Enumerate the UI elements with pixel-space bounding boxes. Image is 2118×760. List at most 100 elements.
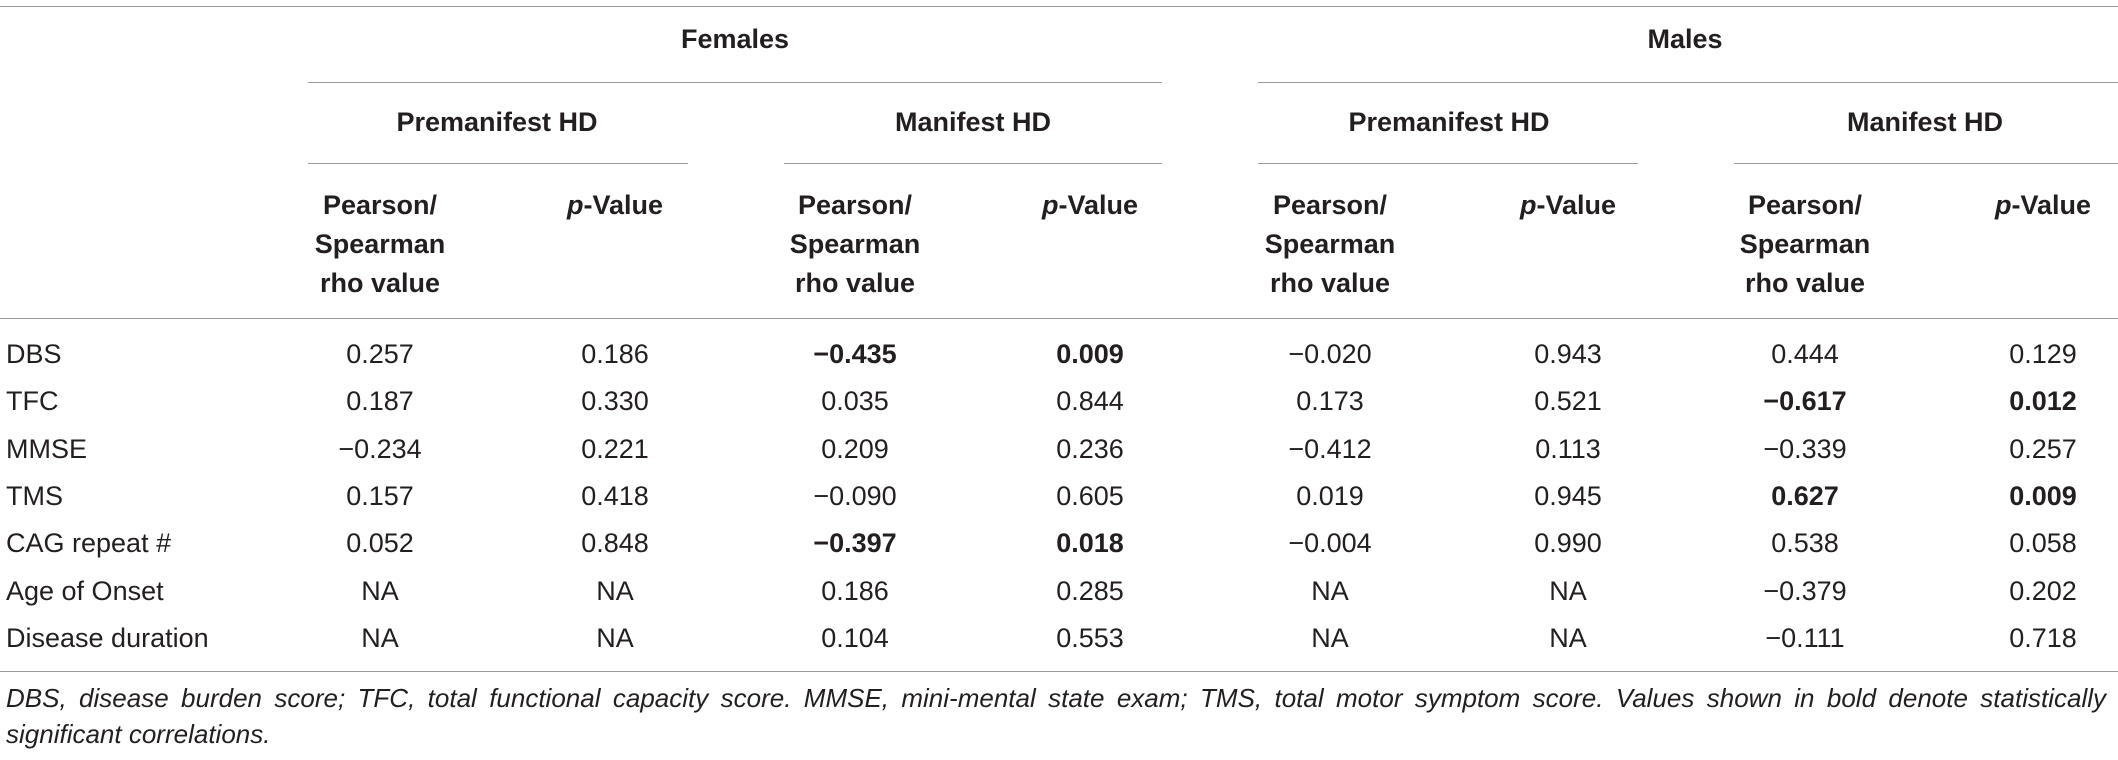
table-cell: NA [1549,623,1587,653]
table-cell: 0.418 [581,481,649,511]
subgroup-rule-males-premanifest [1258,163,1638,164]
rho-line-2: Spearman [1264,229,1396,259]
col-header-rho-males-manifest: Pearson/ Spearman rho value [1740,186,1871,303]
table-cell: 0.186 [821,576,889,606]
table-cell: 0.945 [1534,481,1602,511]
table-cell: NA [361,576,399,606]
header-bottom-rule [0,318,2118,319]
col-header-rho-females-premanifest: Pearson/ Spearman rho value [315,186,446,303]
table-cell: 0.330 [581,386,649,416]
rho-line-2: Spearman [789,229,921,259]
table-cell: −0.412 [1288,434,1372,464]
row-label: TFC [6,386,59,416]
table-cell: 0.187 [346,386,414,416]
col-header-pvalue-females-manifest: p-Value [1041,190,1139,220]
table-cell: 0.157 [346,481,414,511]
table-cell: 0.209 [821,434,889,464]
row-label: DBS [6,339,62,369]
table-cell: NA [1549,576,1587,606]
group-rule-males [1258,82,2118,83]
rho-line-1: Pearson/ [1272,190,1388,220]
table-cell: 0.521 [1534,386,1602,416]
table-cell: 0.844 [1056,386,1124,416]
group-header-females: Females [680,24,790,54]
table-cell: 0.943 [1534,339,1602,369]
subgroup-header-males-manifest: Manifest HD [1846,107,2004,137]
table-cell: 0.104 [821,623,889,653]
table-cell: 0.173 [1296,386,1364,416]
row-label: CAG repeat # [6,528,172,558]
table-cell: 0.018 [1056,528,1124,558]
row-label: MMSE [6,434,87,464]
table-cell: 0.627 [1771,481,1839,511]
rho-line-2: Spearman [1739,229,1871,259]
col-header-rho-males-premanifest: Pearson/ Spearman rho value [1265,186,1396,303]
table-cell: 0.052 [346,528,414,558]
table-cell: −0.435 [813,339,897,369]
table-cell: NA [1311,623,1349,653]
table-cell: 0.009 [1056,339,1124,369]
table-cell: −0.020 [1288,339,1372,369]
col-header-pvalue-males-premanifest: p-Value [1519,190,1617,220]
rho-line-3: rho value [1744,268,1866,298]
rho-line-2: Spearman [314,229,446,259]
table-cell: NA [1311,576,1349,606]
table-cell: 0.444 [1771,339,1839,369]
row-label: Disease duration [6,623,209,653]
table-cell: 0.009 [2009,481,2077,511]
col-header-rho-females-manifest: Pearson/ Spearman rho value [790,186,921,303]
subgroup-header-males-premanifest: Premanifest HD [1348,107,1550,137]
table-cell: −0.004 [1288,528,1372,558]
rho-line-3: rho value [794,268,916,298]
subgroup-rule-females-premanifest [308,163,688,164]
rho-line-1: Pearson/ [1747,190,1863,220]
table-cell: NA [596,623,634,653]
subgroup-rule-females-manifest [784,163,1162,164]
rho-line-3: rho value [1269,268,1391,298]
table-cell: 0.257 [2009,434,2077,464]
row-label: Age of Onset [6,576,164,606]
table-cell: −0.111 [1765,623,1845,653]
table-bottom-rule [0,671,2118,672]
table-cell: −0.617 [1763,386,1847,416]
table-cell: 0.012 [2009,386,2077,416]
table-cell: −0.379 [1763,576,1847,606]
rho-line-1: Pearson/ [322,190,438,220]
table-cell: −0.090 [813,481,897,511]
table-top-rule [0,6,2118,7]
table-cell: 0.019 [1296,481,1364,511]
col-header-pvalue-females-premanifest: p-Value [566,190,664,220]
subgroup-header-females-manifest: Manifest HD [894,107,1052,137]
table-cell: NA [596,576,634,606]
table-cell: 0.236 [1056,434,1124,464]
table-cell: −0.397 [813,528,897,558]
table-cell: 0.257 [346,339,414,369]
table-cell: NA [361,623,399,653]
table-cell: 0.538 [1771,528,1839,558]
table-cell: 0.186 [581,339,649,369]
table-cell: 0.718 [2009,623,2077,653]
table-footnote: DBS, disease burden score; TFC, total fu… [6,683,2106,749]
table-cell: 0.129 [2009,339,2077,369]
table-cell: −0.234 [338,434,422,464]
rho-line-3: rho value [319,268,441,298]
table-cell: 0.113 [1535,434,1601,464]
table-cell: −0.339 [1763,434,1847,464]
table-cell: 0.553 [1056,623,1124,653]
row-label: TMS [6,481,63,511]
group-rule-females [308,82,1162,83]
table-cell: 0.605 [1056,481,1124,511]
rho-line-1: Pearson/ [797,190,913,220]
subgroup-rule-males-manifest [1734,163,2118,164]
table-cell: 0.990 [1534,528,1602,558]
subgroup-header-females-premanifest: Premanifest HD [396,107,598,137]
table-cell: 0.221 [581,434,649,464]
group-header-males: Males [1647,24,1723,54]
col-header-pvalue-males-manifest: p-Value [1994,190,2092,220]
table-cell: 0.285 [1056,576,1124,606]
table-cell: 0.848 [581,528,649,558]
table-cell: 0.058 [2009,528,2077,558]
table-cell: 0.202 [2009,576,2077,606]
table-cell: 0.035 [821,386,889,416]
